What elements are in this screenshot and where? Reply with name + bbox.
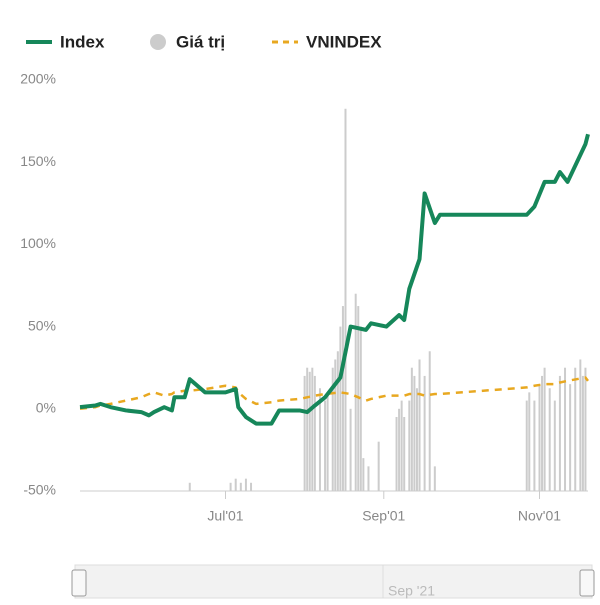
navigator-handle[interactable] [579,569,595,597]
volume-bar [569,384,572,491]
volume-bar [359,326,362,491]
volume-bar [558,375,561,491]
series-line [79,133,590,426]
volume-bar [367,466,370,491]
volume-bar [308,371,311,491]
volume-bar [334,359,337,491]
volume-bar [553,400,556,491]
volume-bar [538,384,541,491]
x-tick-label: Jul'01 [207,508,243,524]
volume-bar [339,326,342,491]
volume-bar [326,392,329,491]
series-line [79,376,589,411]
volume-bar [433,466,436,491]
volume-bar [543,367,546,491]
volume-bar [581,375,584,491]
volume-bar [541,375,544,491]
volume-bar [584,367,587,491]
volume-bar [403,417,406,491]
volume-bar [313,375,316,491]
volume-bar [533,400,536,491]
volume-bar [548,388,551,491]
y-tick-label: -50% [23,482,56,498]
volume-bar [229,482,232,491]
volume-bar [250,482,253,491]
navigator-handle[interactable] [71,569,87,597]
y-tick-label: 200% [20,71,56,87]
volume-bar [377,441,380,491]
volume-bar [188,482,191,491]
y-tick-label: 150% [20,153,56,169]
volume-bar [318,388,321,491]
volume-bar [408,400,411,491]
volume-bar [574,367,577,491]
volume-bar [528,392,531,491]
legend-swatch [150,34,166,50]
volume-bar [344,108,347,492]
volume-bar [400,400,403,491]
volume-bar [324,400,327,491]
volume-bar [423,375,426,491]
volume-bar [413,375,416,491]
volume-bar [415,388,418,491]
legend-label[interactable]: VNINDEX [306,32,382,51]
volume-bar [331,367,334,491]
volume-bar [525,400,528,491]
volume-bar [244,478,247,491]
x-tick-label: Nov'01 [518,508,561,524]
y-tick-label: 50% [28,317,56,333]
legend-label[interactable]: Giá trị [176,32,225,51]
volume-bar [349,408,352,491]
volume-bar [234,478,237,491]
volume-bar [564,367,567,491]
volume-bar [311,367,314,491]
volume-bar [354,293,357,491]
legend-label[interactable]: Index [60,32,105,51]
volume-bar [303,375,306,491]
volume-bar [306,367,309,491]
volume-bar [336,351,339,491]
y-tick-label: 100% [20,235,56,251]
volume-bar [398,408,401,491]
volume-bar [395,417,398,491]
y-tick-label: 0% [36,400,56,416]
volume-bar [428,351,431,491]
navigator[interactable] [74,564,593,599]
volume-bar [579,359,582,491]
volume-bar [239,482,242,491]
volume-bar [341,306,344,491]
volume-bar [362,458,365,491]
volume-bar [418,359,421,491]
x-tick-label: Sep'01 [362,508,405,524]
volume-bar [410,367,413,491]
navigator-label: Sep '21 [388,583,435,599]
